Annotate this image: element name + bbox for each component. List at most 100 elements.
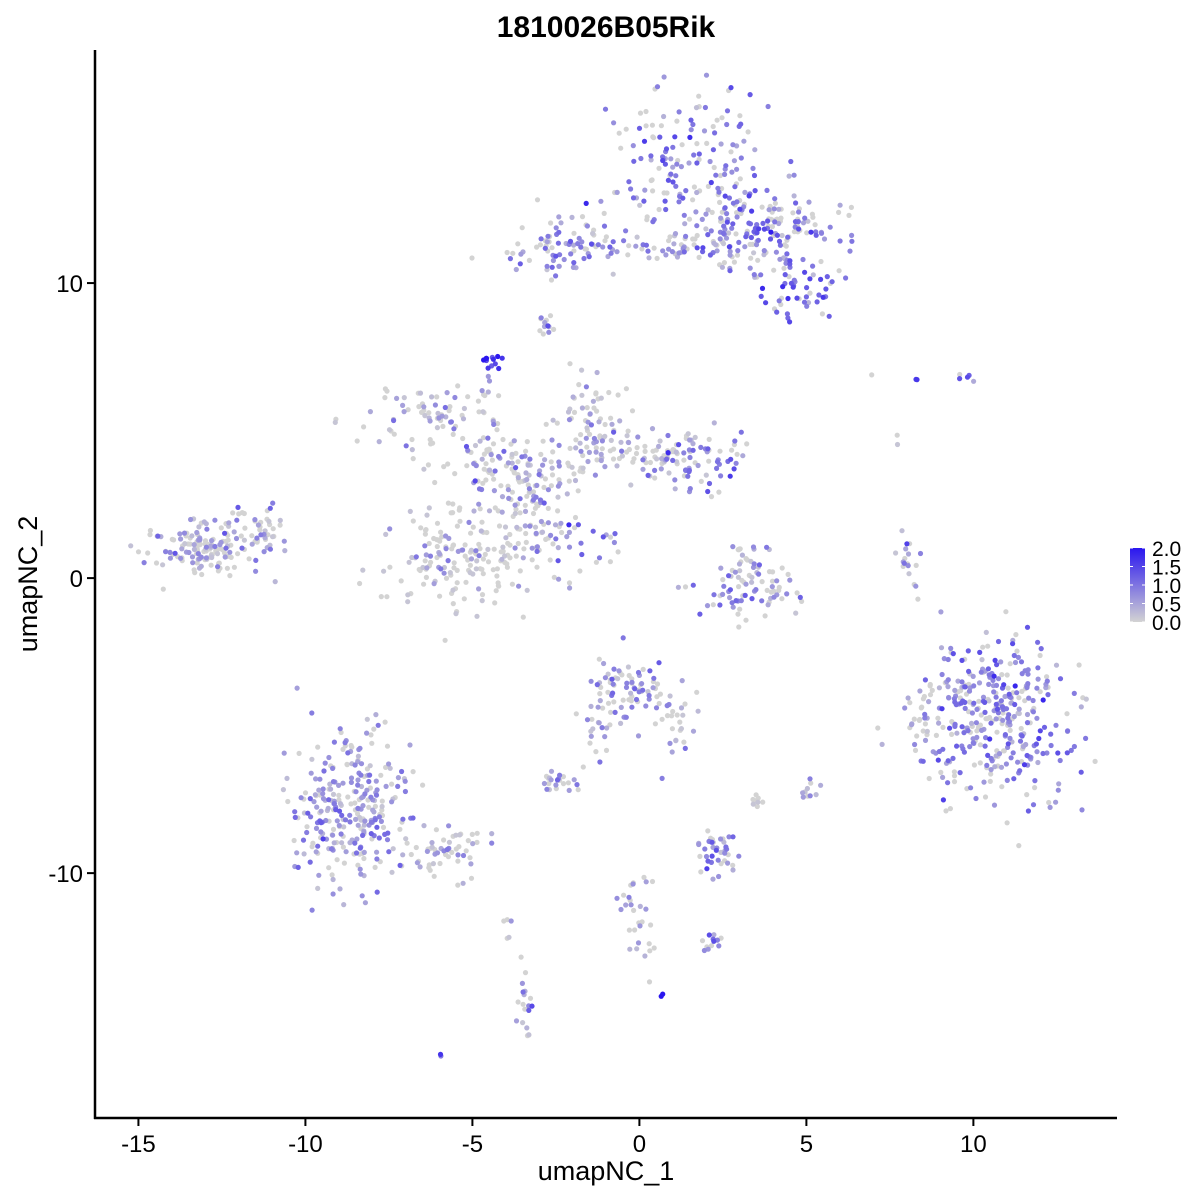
cell-point — [629, 704, 635, 710]
cell-point — [1017, 738, 1024, 744]
cell-point — [681, 212, 687, 218]
cell-point — [661, 74, 667, 80]
cell-point — [796, 226, 802, 232]
cell-point — [238, 533, 244, 539]
cell-point — [409, 436, 415, 443]
cell-point — [927, 681, 933, 688]
cell-point — [521, 546, 527, 552]
cell-point — [615, 392, 621, 398]
cell-point — [355, 822, 361, 828]
cell-point — [600, 534, 606, 540]
cell-point — [672, 231, 679, 237]
cell-point — [635, 733, 642, 739]
cell-point — [765, 602, 771, 608]
cell-point — [1004, 820, 1010, 826]
cell-point — [455, 383, 461, 389]
cell-point — [607, 448, 613, 454]
cell-point — [301, 851, 307, 857]
cell-point — [499, 355, 505, 361]
cell-point — [714, 459, 721, 465]
cell-point — [336, 792, 342, 799]
cell-point — [472, 442, 479, 449]
cell-point — [524, 587, 530, 593]
cell-point — [178, 536, 184, 542]
cell-point — [434, 425, 440, 431]
cell-point — [386, 849, 392, 855]
cell-point — [234, 517, 240, 523]
cell-point — [191, 542, 197, 548]
cell-point — [650, 188, 656, 194]
cell-point — [627, 946, 633, 952]
cell-point — [566, 787, 572, 794]
cell-point — [518, 251, 524, 257]
cell-point — [716, 189, 722, 195]
cell-point — [548, 777, 554, 783]
cell-point — [686, 469, 692, 475]
cell-point — [716, 489, 722, 495]
cell-point — [673, 738, 679, 744]
cell-point — [558, 220, 564, 226]
cell-point — [199, 571, 205, 578]
cell-point — [708, 943, 715, 949]
cell-point — [431, 581, 437, 587]
cell-point — [370, 807, 376, 813]
cell-point — [553, 536, 559, 542]
cell-point — [745, 129, 751, 135]
cell-point — [706, 932, 712, 938]
cell-point — [1044, 750, 1050, 756]
cell-point — [430, 440, 436, 446]
cell-point — [634, 445, 640, 451]
cell-point — [1000, 717, 1006, 723]
cell-point — [1022, 698, 1028, 704]
cell-point — [599, 446, 605, 452]
cell-point — [291, 837, 297, 844]
cell-point — [294, 685, 300, 691]
cell-point — [734, 166, 740, 172]
cell-point — [946, 695, 952, 701]
cell-point — [222, 530, 228, 536]
cell-point — [672, 477, 678, 483]
cell-point — [468, 556, 475, 562]
points-layer — [128, 72, 1098, 1059]
cell-point — [280, 787, 286, 793]
cell-point — [403, 443, 409, 449]
cell-point — [520, 989, 526, 995]
cell-point — [367, 409, 373, 415]
cell-point — [467, 562, 473, 568]
cell-point — [939, 706, 945, 712]
cell-point — [364, 730, 370, 736]
cell-point — [298, 795, 304, 801]
cell-point — [1037, 728, 1043, 734]
cell-point — [614, 463, 620, 469]
cell-point — [727, 248, 733, 255]
cell-point — [560, 781, 567, 787]
cell-point — [708, 179, 714, 186]
cell-point — [588, 703, 594, 710]
cell-point — [520, 614, 526, 620]
cell-point — [557, 772, 563, 778]
cell-point — [593, 445, 599, 451]
cell-point — [481, 466, 487, 472]
cell-point — [476, 541, 482, 547]
cell-point — [700, 245, 706, 251]
cell-point — [1003, 609, 1009, 615]
cell-point — [1007, 727, 1013, 734]
cell-point — [345, 794, 351, 800]
cell-point — [625, 428, 631, 434]
cell-point — [969, 710, 976, 716]
cell-point — [453, 832, 459, 838]
cell-point — [994, 706, 1001, 712]
cell-point — [673, 449, 679, 455]
cell-point — [950, 651, 956, 657]
cell-point — [938, 609, 944, 615]
cell-point — [579, 239, 585, 245]
cell-point — [728, 456, 734, 462]
cell-point — [1068, 747, 1074, 754]
cell-point — [553, 782, 559, 788]
cell-point — [410, 815, 416, 821]
cell-point — [147, 527, 153, 534]
cell-point — [255, 522, 261, 528]
cell-point — [687, 454, 693, 461]
cell-point — [619, 453, 626, 459]
cell-point — [680, 195, 686, 201]
